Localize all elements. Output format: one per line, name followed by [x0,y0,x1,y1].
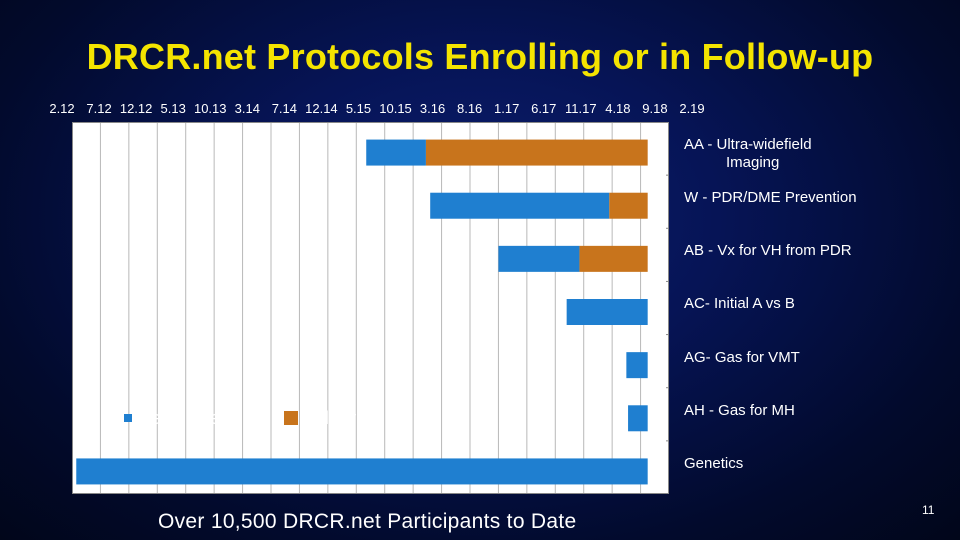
x-tick-label: 10.13 [193,101,227,116]
category-label: AH - Gas for MH [684,402,795,420]
legend-item-recruitment: Recruitment [124,408,235,428]
page-number: 11 [922,503,935,517]
legend-item-followup: Followup [284,408,376,428]
bar-followup [425,139,648,166]
x-axis-tick-labels: 2.12 7.12 12.12 5.13 10.13 3.14 7.14 12.14 5.15 1… [49,101,710,121]
x-tick-label: 10.15 [379,101,412,116]
category-label: W - PDR/DME Prevention [684,189,857,207]
category-label-line: AH - Gas for MH [684,401,795,419]
bar-recruitment [430,192,610,219]
category-label: AC- Initial A vs B [684,295,795,313]
gantt-chart-plot-area [72,122,669,494]
x-tick-label: 8.16 [456,101,483,116]
category-label-line: AC- Initial A vs B [684,295,795,313]
legend-swatch-recruitment [124,414,132,422]
legend-swatch-followup [284,411,298,425]
category-label: Genetics [684,455,743,473]
category-label: AB - Vx for VH from PDR [684,242,852,260]
x-tick-label: 7.14 [271,101,297,116]
bar-recruitment [76,458,648,485]
category-label: AA - Ultra-widefield Imaging [684,136,812,172]
category-label-line: AA - Ultra-widefield [684,136,812,153]
x-tick-label: 2.19 [679,101,705,116]
bar-recruitment [626,352,648,379]
x-tick-label: 5.15 [345,101,372,116]
x-tick-label: 1.17 [494,101,520,116]
x-tick-label: 12.14 [305,101,338,116]
gantt-chart [72,122,669,494]
x-tick-label: 11.17 [565,101,597,116]
category-label: AG- Gas for VMT [684,349,800,367]
bar-recruitment [366,139,426,166]
x-tick-label: 5.13 [160,101,186,116]
category-label-line: Imaging [726,154,780,171]
x-tick-label: 4.18 [605,101,631,116]
plot-border [72,122,669,494]
legend-label-followup: Followup [304,407,377,428]
category-label-line: AG- Gas for VMT [684,348,800,366]
bar-followup [579,245,648,272]
x-tick-label: 7.12 [86,101,112,116]
x-tick-label: 2.12 [49,101,75,116]
x-tick-label: 6.17 [531,101,557,116]
category-label-line: AB - Vx for VH from PDR [684,242,852,260]
bar-recruitment [566,299,648,325]
bar-recruitment [498,245,580,272]
slide-title: DRCR.net Protocols Enrolling or in Follo… [86,36,874,77]
category-label-line: W - PDR/DME Prevention [684,189,857,207]
legend-label-recruitment: Recruitment [138,407,236,428]
bar-recruitment [628,405,648,432]
bar-followup [609,192,648,219]
x-tick-label: 12.12 [119,101,153,116]
x-tick-label: 3.16 [419,101,446,116]
x-tick-label: 3.14 [234,101,260,116]
category-label-line: Genetics [684,454,744,472]
x-tick-label: 9.18 [642,101,668,116]
participants-footer: Over 10,500 DRCR.net Participants to Dat… [158,510,577,533]
